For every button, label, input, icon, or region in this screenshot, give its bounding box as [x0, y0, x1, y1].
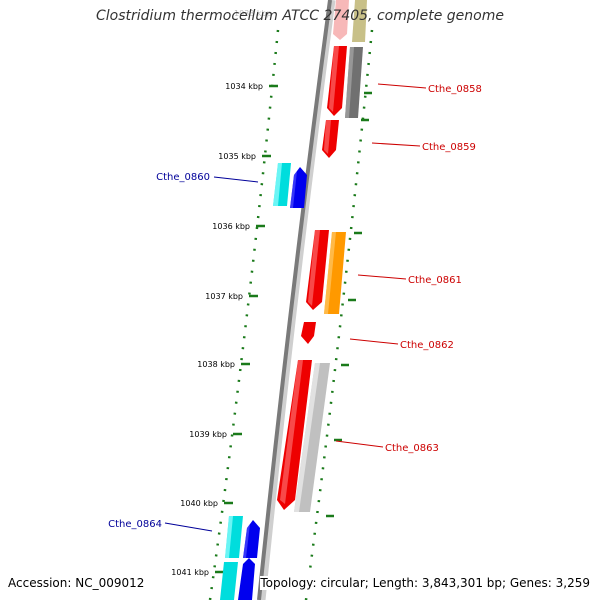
connector-cthe-0864 [164, 522, 213, 532]
accession-text: Accession: NC_009012 [8, 576, 145, 590]
gene-labels: Cthe_0858 Cthe_0859 Cthe_0860 Cthe_0861 Cthe… [108, 84, 482, 530]
gene-label-cthe-0859: Cthe_0859 [422, 142, 476, 153]
gene-bottom-blue [238, 558, 255, 600]
connector-cthe-0860 [213, 176, 259, 183]
gene-cthe-0864-cyan [225, 516, 243, 558]
tick-label: 1038 kbp [197, 360, 235, 369]
backbone-shadow [258, 0, 336, 601]
backbone [257, 0, 332, 601]
gene-label-cthe-0858: Cthe_0858 [428, 84, 482, 95]
gene-cthe-0860-blue [290, 167, 307, 208]
gene-label-cthe-0862: Cthe_0862 [400, 340, 454, 351]
gene-cthe-0861-orange [324, 232, 346, 314]
tick-label: 1034 kbp [225, 82, 263, 91]
gene-top-khaki [352, 0, 367, 42]
tick-label: 1040 kbp [180, 499, 218, 508]
genome-title: Clostridium thermocellum ATCC 27405, com… [96, 8, 504, 24]
tick-label: 1041 kbp [171, 568, 209, 577]
gene-cthe-0860-cyan [273, 163, 291, 206]
gene-label-cthe-0864: Cthe_0864 [108, 519, 162, 530]
gene-cthe-0862 [301, 322, 316, 344]
tick-label: 1037 kbp [205, 292, 243, 301]
gene-label-cthe-0863: Cthe_0863 [385, 443, 439, 454]
gene-cthe-0863-lightgray [294, 363, 330, 512]
gene-top-pink [333, 0, 349, 40]
connector-cthe-0862 [349, 338, 399, 345]
scale-ticks: 1034 kbp 1035 kbp 1036 kbp 1037 kbp 1038 kbp… [171, 82, 372, 577]
gene-cthe-0859 [322, 120, 339, 158]
gene-cthe-0858-gray [345, 47, 363, 118]
gene-cthe-0863-red [277, 360, 312, 510]
connector-cthe-0858 [377, 83, 427, 89]
genome-summary-text: Topology: circular; Length: 3,843,301 bp… [260, 576, 590, 590]
tick-label: 1036 kbp [212, 222, 250, 231]
gene-bottom-cyan [220, 562, 238, 600]
gene-label-cthe-0860: Cthe_0860 [156, 172, 210, 183]
connector-cthe-0859 [371, 142, 421, 147]
connector-cthe-0861 [357, 274, 407, 280]
gene-cthe-0858-red [327, 46, 347, 116]
gene-label-cthe-0861: Cthe_0861 [408, 275, 462, 286]
connector-cthe-0863 [335, 440, 384, 448]
tick-label: 1035 kbp [218, 152, 256, 161]
tick-label: 1039 kbp [189, 430, 227, 439]
tick-label-faded: 1033 kbp [234, 9, 272, 18]
gene-cthe-0861-red [306, 230, 329, 310]
gene-cthe-0864-blue [243, 520, 260, 558]
